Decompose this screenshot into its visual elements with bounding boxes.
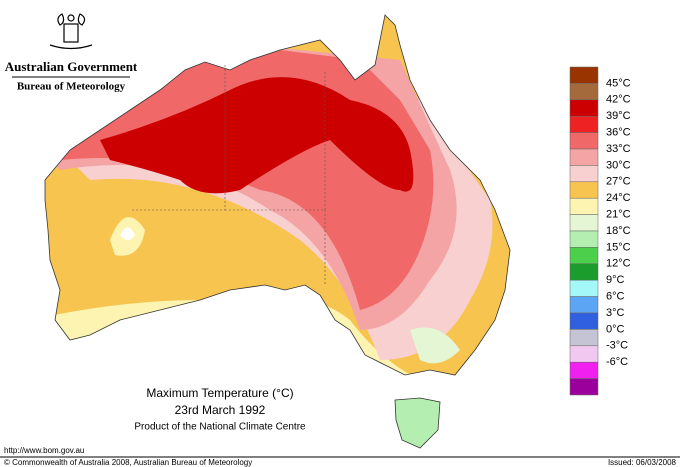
coastline (44, 14, 511, 376)
legend-swatch (569, 99, 599, 117)
legend-swatch (569, 279, 599, 297)
bureau: Bureau of Meteorology (17, 81, 126, 93)
legend-swatch (569, 148, 599, 166)
issued: Issued: 06/03/2008 (608, 458, 677, 467)
legend-swatch (569, 197, 599, 215)
coat-of-arms (49, 13, 93, 50)
legend: 45°C 42°C 39°C 36°C 33°C 30°C 27°C 24°C 21°C 18°C… (569, 66, 631, 396)
legend-swatch (569, 329, 599, 347)
legend-label: 24°C (606, 192, 631, 204)
legend-label: 9°C (606, 274, 625, 286)
legend-swatch (569, 115, 599, 133)
legend-swatch (569, 165, 599, 183)
legend-swatch (569, 132, 599, 150)
agency: Australian Government (5, 59, 138, 74)
legend-label: 45°C (606, 77, 631, 89)
legend-swatch (569, 83, 599, 101)
legend-label: -3°C (606, 340, 628, 352)
legend-swatch (569, 181, 599, 199)
state-borders (130, 65, 326, 285)
legend-swatch (569, 263, 599, 281)
legend-swatch (569, 345, 599, 363)
legend-label: 42°C (606, 94, 631, 106)
map-date: 23rd March 1992 (175, 403, 266, 417)
legend-label: 21°C (606, 209, 631, 221)
map-product: Product of the National Climate Centre (134, 422, 306, 433)
legend-label: 27°C (606, 176, 631, 188)
legend-swatch (569, 312, 599, 330)
legend-swatch (569, 66, 599, 84)
tasmania (394, 397, 441, 449)
map-title: Maximum Temperature (°C) (146, 386, 293, 400)
legend-label: 18°C (606, 225, 631, 237)
legend-swatch (569, 247, 599, 265)
legend-swatch (569, 230, 599, 248)
legend-label: 15°C (606, 241, 631, 253)
legend-label: 39°C (606, 110, 631, 122)
legend-label: 36°C (606, 127, 631, 139)
legend-label: 3°C (606, 307, 625, 319)
legend-swatch (569, 214, 599, 232)
legend-swatch (569, 378, 599, 396)
legend-label: 30°C (606, 159, 631, 171)
legend-swatch (569, 361, 599, 379)
legend-label: 0°C (606, 323, 625, 335)
legend-label: 6°C (606, 291, 625, 303)
legend-swatch (569, 296, 599, 314)
legend-label: -6°C (606, 356, 628, 368)
url: http://www.bom.gov.au (4, 446, 84, 455)
legend-label: 33°C (606, 143, 631, 155)
copyright: © Commonwealth of Australia 2008, Austra… (4, 458, 252, 467)
legend-label: 12°C (606, 258, 631, 270)
